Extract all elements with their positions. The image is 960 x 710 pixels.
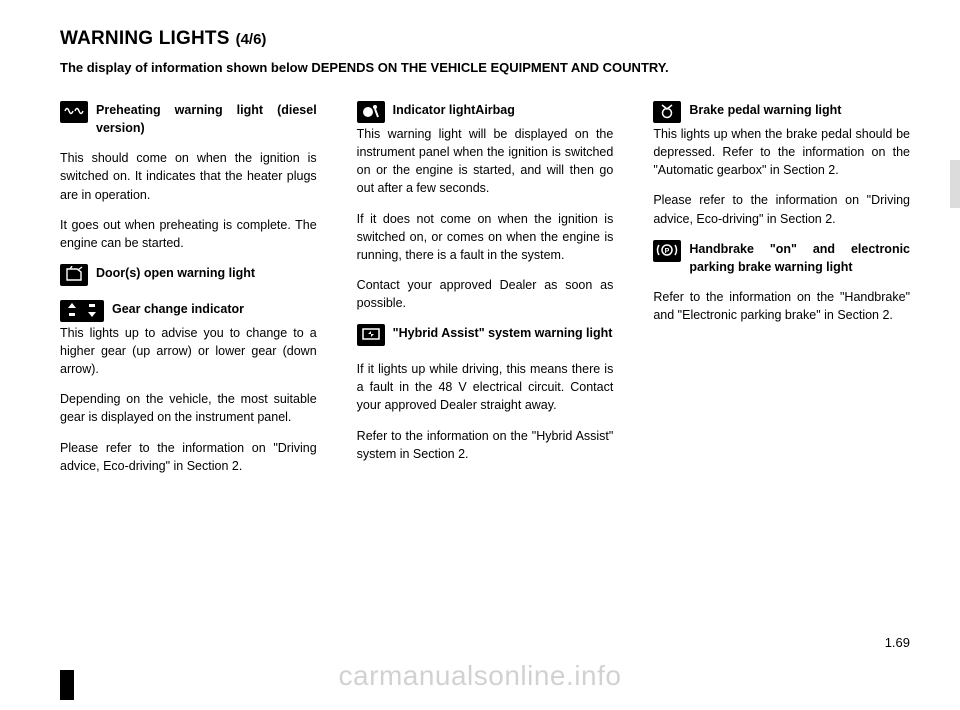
handbrake-p1: Refer to the information on the "Handbra… bbox=[653, 288, 910, 324]
preheating-icon bbox=[60, 101, 88, 123]
hybrid-p1: If it lights up while driving, this mean… bbox=[357, 360, 614, 414]
title-row: WARNING LIGHTS (4/6) bbox=[60, 28, 910, 50]
gear-change-lead: This lights up to advise you to change t… bbox=[60, 326, 317, 376]
gear-change-icon bbox=[60, 300, 104, 322]
preheating-label: Preheating warning light (diesel version… bbox=[96, 103, 317, 135]
page-part: (4/6) bbox=[236, 31, 267, 48]
airbag-label: Indicator lightAirbag bbox=[393, 103, 515, 117]
door-open-icon bbox=[60, 264, 88, 286]
page-number: 1.69 bbox=[885, 635, 910, 650]
page: WARNING LIGHTS (4/6) The display of info… bbox=[0, 0, 960, 487]
brake-pedal-lead: This lights up when the brake pedal shou… bbox=[653, 127, 910, 177]
subheading: The display of information shown below D… bbox=[60, 60, 910, 75]
svg-text:P: P bbox=[665, 248, 670, 255]
handbrake-label: Handbrake "on" and electronic parking br… bbox=[689, 242, 910, 274]
watermark: carmanualsonline.info bbox=[0, 660, 960, 692]
airbag-icon bbox=[357, 101, 385, 123]
column-1: Preheating warning light (diesel version… bbox=[60, 101, 317, 487]
airbag-p2: If it does not come on when the ignition… bbox=[357, 210, 614, 264]
gear-change-label: Gear change indicator bbox=[112, 302, 244, 316]
door-open-label: Door(s) open warning light bbox=[96, 266, 255, 280]
hybrid-label: "Hybrid Assist" system warning light bbox=[393, 326, 613, 340]
entry-hybrid: "Hybrid Assist" system warning light bbox=[357, 324, 614, 348]
gear-change-p2: Depending on the vehicle, the most suita… bbox=[60, 390, 317, 426]
page-title: WARNING LIGHTS bbox=[60, 28, 230, 50]
columns: Preheating warning light (diesel version… bbox=[60, 101, 910, 487]
bottom-tab bbox=[60, 670, 74, 700]
entry-airbag: Indicator lightAirbag This warning light… bbox=[357, 101, 614, 198]
preheating-p2: It goes out when preheating is complete.… bbox=[60, 216, 317, 252]
airbag-lead: This warning light will be displayed on … bbox=[357, 127, 614, 195]
entry-door-open: Door(s) open warning light bbox=[60, 264, 317, 288]
handbrake-icon: P bbox=[653, 240, 681, 262]
entry-brake-pedal: Brake pedal warning light This lights up… bbox=[653, 101, 910, 179]
hybrid-p2: Refer to the information on the "Hybrid … bbox=[357, 427, 614, 463]
brake-pedal-p2: Please refer to the information on "Driv… bbox=[653, 191, 910, 227]
entry-gear-change: Gear change indicator This lights up to … bbox=[60, 300, 317, 378]
column-3: Brake pedal warning light This lights up… bbox=[653, 101, 910, 487]
airbag-p3: Contact your approved Dealer as soon as … bbox=[357, 276, 614, 312]
brake-pedal-label: Brake pedal warning light bbox=[689, 103, 841, 117]
brake-pedal-icon bbox=[653, 101, 681, 123]
gear-change-p3: Please refer to the information on "Driv… bbox=[60, 439, 317, 475]
hybrid-assist-icon bbox=[357, 324, 385, 346]
preheating-p1: This should come on when the ignition is… bbox=[60, 149, 317, 203]
side-tab bbox=[950, 160, 960, 208]
entry-preheating: Preheating warning light (diesel version… bbox=[60, 101, 317, 137]
entry-handbrake: P Handbrake "on" and electronic parking … bbox=[653, 240, 910, 276]
column-2: Indicator lightAirbag This warning light… bbox=[357, 101, 614, 487]
